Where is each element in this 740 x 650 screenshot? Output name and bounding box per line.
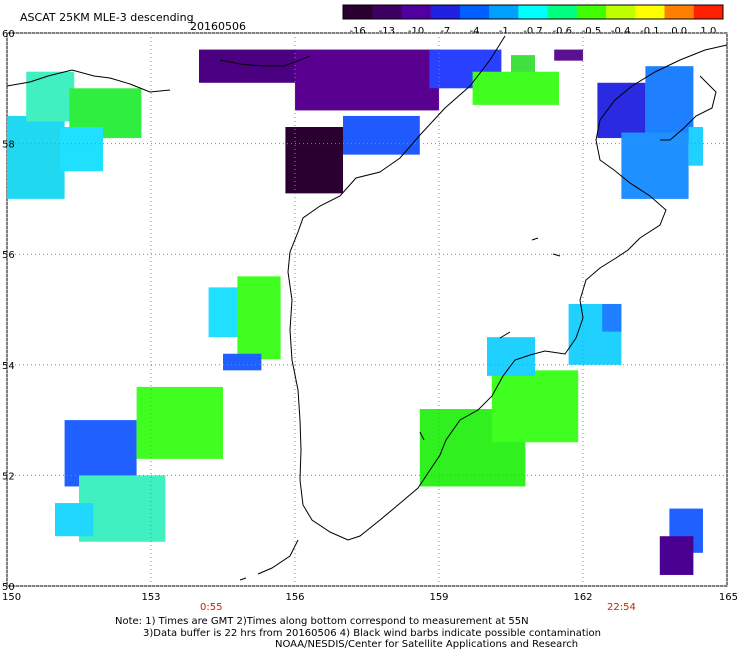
- data-swath: [59, 127, 103, 172]
- data-swath: [295, 49, 439, 111]
- colorbar-segment: [606, 5, 636, 19]
- kuril-islands: [239, 539, 299, 581]
- note-line-3: NOAA/NESDIS/Center for Satellite Applica…: [275, 639, 578, 650]
- data-swath: [223, 353, 262, 371]
- magadan-coast-east: [219, 55, 311, 67]
- data-swath: [597, 82, 646, 139]
- colorbar-label: -0.4: [611, 26, 631, 37]
- coastline: [6, 35, 728, 581]
- colorbar-segment: [693, 5, 724, 19]
- colorbar-segment: [430, 5, 461, 19]
- colorbar-border: [342, 4, 724, 20]
- island-3: [499, 331, 511, 339]
- longitude-label: 165: [719, 592, 738, 603]
- colorbar-segment: [518, 5, 549, 19]
- latitude-label: 58: [2, 140, 15, 151]
- note-line-2: 3)Data buffer is 22 hrs from 20160506 4)…: [143, 628, 601, 639]
- colorbar-label: -0.7: [523, 26, 543, 37]
- longitude-labels: 150 153 156 159 162 165: [2, 592, 738, 603]
- data-swath: [491, 370, 579, 443]
- data-swath: [7, 115, 65, 199]
- figure-date: 20160506: [190, 20, 246, 33]
- colorbar-segment: [343, 5, 373, 19]
- data-swath: [688, 127, 703, 166]
- colorbar-label: -0.5: [582, 26, 602, 37]
- island-2: [552, 253, 561, 257]
- latitude-label: 60: [2, 29, 15, 40]
- colorbar-label: -10: [408, 26, 424, 37]
- colorbar-segment: [547, 5, 578, 19]
- latitude-label: 50: [2, 582, 15, 593]
- data-swath: [645, 66, 694, 144]
- note-line-1: Note: 1) Times are GMT 2)Times along bot…: [115, 616, 529, 627]
- lat-lon-grid: [6, 32, 728, 587]
- island-1: [531, 237, 539, 241]
- longitude-label: 159: [429, 592, 448, 603]
- data-swath: [136, 386, 223, 459]
- data-swath: [472, 71, 559, 105]
- latitude-label: 52: [2, 471, 15, 482]
- colorbar-segment: [489, 5, 519, 19]
- data-swath: [55, 503, 94, 537]
- colorbar-label: -7: [440, 26, 450, 37]
- latitude-label: 54: [2, 361, 15, 372]
- colorbar-label: -0.6: [552, 26, 572, 37]
- data-swath: [659, 536, 694, 575]
- data-swath: [554, 49, 583, 61]
- colorbar-label: -13: [379, 26, 395, 37]
- colorbar-segment: [459, 5, 490, 19]
- longitude-label: 162: [573, 592, 592, 603]
- magadan-coast: [6, 69, 171, 93]
- colorbar: [342, 4, 724, 20]
- longitude-label: 156: [285, 592, 304, 603]
- colorbar-labels: -16 -13 -10 -7 -4 -1 -0.7 -0.6 -0.5 -0.4 -0.1 0.0 1.…: [349, 26, 716, 37]
- latitude-label: 56: [2, 250, 15, 261]
- data-swath: [237, 276, 281, 360]
- data-swath: [285, 127, 343, 194]
- kamchatka-east-coast: [660, 75, 717, 141]
- longitude-label: 150: [2, 592, 21, 603]
- data-swath: [621, 132, 689, 199]
- colorbar-segment: [401, 5, 432, 19]
- figure-title: ASCAT 25KM MLE-3 descending: [20, 11, 194, 24]
- data-swath: [602, 303, 622, 332]
- time-left: 0:55: [200, 602, 222, 613]
- data-swath: [487, 337, 535, 376]
- latitude-labels: 60 58 56 54 52 50: [2, 29, 15, 593]
- kamchatka-west-coast: [287, 35, 728, 541]
- colorbar-label: -4: [470, 26, 480, 37]
- colorbar-label: -16: [349, 26, 365, 37]
- data-swath: [26, 71, 75, 122]
- data-swath: [343, 115, 420, 155]
- colorbar-segment: [576, 5, 607, 19]
- colorbar-label: 1.0: [700, 26, 716, 37]
- longitude-label: 153: [141, 592, 160, 603]
- colorbar-label: -0.1: [640, 26, 660, 37]
- colorbar-segment: [372, 5, 402, 19]
- colorbar-label: 0.0: [671, 26, 687, 37]
- island-4: [419, 431, 425, 441]
- colorbar-segment: [635, 5, 666, 19]
- colorbar-segment: [664, 5, 695, 19]
- time-right: 22:54: [607, 602, 636, 613]
- colorbar-label: -1: [499, 26, 509, 37]
